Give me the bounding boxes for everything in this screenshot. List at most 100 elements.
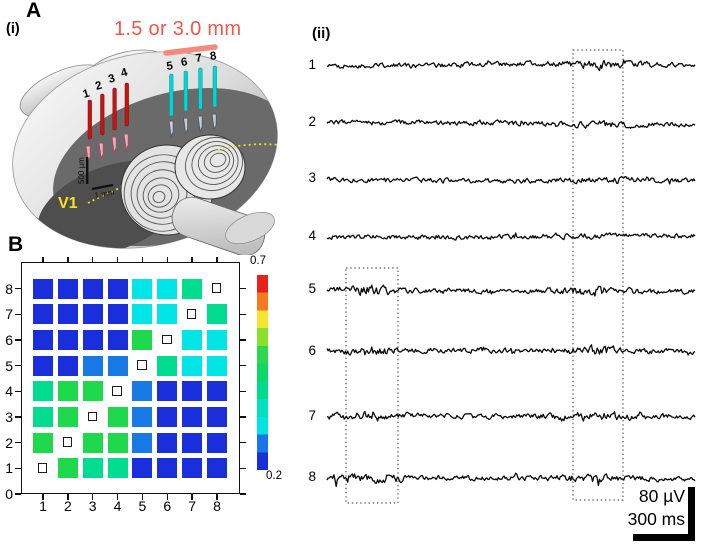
heatmap-cell	[182, 458, 203, 479]
x-tick-label: 8	[213, 498, 221, 514]
heatmap-cell	[82, 432, 103, 453]
y-axis-tick	[15, 287, 21, 290]
trace-waveform-4	[326, 232, 696, 241]
heatmap-cell	[182, 329, 203, 350]
heatmap-cell	[33, 329, 53, 350]
heatmap-cell	[157, 278, 178, 299]
x-axis-tick-top	[166, 256, 168, 262]
diagonal-open-cell	[137, 360, 147, 370]
x-tick-label: 7	[188, 498, 197, 514]
x-tick-label: 4	[113, 498, 122, 514]
heatmap-cell	[82, 329, 103, 350]
heatmap-cell	[82, 278, 103, 299]
trace-waveform-6	[326, 344, 696, 356]
x-axis-tick-bottom	[216, 494, 218, 500]
y-axis-tick-right	[240, 441, 246, 444]
heatmap-cell	[206, 329, 227, 350]
trace-waveform-1	[326, 59, 696, 72]
diagonal-open-cell	[87, 411, 97, 422]
svg-text:5: 5	[166, 60, 175, 73]
y-axis-tick	[15, 339, 21, 341]
heatmap-cell	[57, 458, 78, 479]
x-axis-tick-top	[92, 256, 94, 262]
x-axis-tick-bottom	[92, 494, 94, 500]
heatmap-cell	[107, 304, 128, 325]
heatmap-cell	[157, 304, 178, 325]
x-tick-label: 1	[39, 498, 47, 514]
y-axis-tick-right	[240, 416, 246, 418]
heatmap-cell	[33, 381, 53, 402]
heatmap-cell	[132, 304, 153, 325]
heatmap-cell	[33, 406, 53, 427]
heatmap-cell	[57, 406, 78, 427]
panel-a-i-label: (i)	[6, 21, 20, 37]
scale-1mm-label: 1 mm	[94, 188, 116, 200]
diagonal-open-cell	[62, 437, 73, 447]
heatmap-cell	[132, 432, 153, 453]
scale-bar-500um	[86, 157, 89, 184]
heatmap-cell	[182, 432, 203, 453]
x-tick-label: 2	[63, 498, 72, 514]
y-axis-tick	[15, 416, 21, 418]
v1-label: V1	[58, 195, 78, 212]
y-tick-label: 3	[5, 408, 13, 425]
y-tick-label: 5	[5, 357, 13, 374]
y-tick-label: 7	[5, 306, 13, 323]
y-axis-tick-right	[240, 390, 246, 392]
heatmap-cell	[33, 432, 53, 453]
svg-text:1: 1	[82, 87, 92, 100]
y-axis-tick	[15, 467, 21, 470]
heatmap-axes-box	[21, 262, 240, 494]
heatmap-cell	[132, 458, 153, 479]
svg-text:6: 6	[180, 56, 188, 69]
distance-bar	[163, 44, 218, 56]
x-axis-tick-bottom	[141, 494, 144, 500]
heatmap-cell	[57, 304, 78, 325]
heatmap-cell	[107, 278, 128, 299]
heatmap-cell	[82, 458, 103, 479]
heatmap-cell	[57, 329, 78, 350]
dashed-highlight-box	[345, 267, 399, 504]
heatmap-cell	[57, 278, 78, 299]
heatmap-cell	[57, 381, 78, 402]
diagonal-open-cell	[211, 283, 222, 293]
x-axis-tick-top	[42, 256, 44, 262]
trace-waveform-5	[326, 284, 696, 297]
time-scale-label: 300 ms	[627, 509, 685, 529]
panel-b-label: B	[8, 233, 24, 256]
x-axis-tick-top	[67, 256, 69, 262]
y-axis-tick	[15, 493, 21, 495]
heatmap-cell	[182, 278, 203, 299]
x-axis-tick-top	[116, 256, 119, 262]
colorbar	[257, 275, 268, 470]
red-electrodes	[87, 82, 129, 140]
trace-waveform-8	[326, 472, 696, 488]
heatmap-cell	[33, 355, 53, 376]
heatmap-cell	[132, 406, 153, 427]
heatmap-cell	[82, 304, 103, 325]
x-axis-tick-bottom	[67, 494, 69, 500]
heatmap-cell	[206, 458, 227, 479]
x-tick-label: 5	[138, 498, 147, 514]
heatmap-cell	[57, 355, 78, 376]
x-axis-tick-bottom	[42, 494, 44, 500]
diagonal-open-cell	[37, 463, 48, 473]
heatmap-cell	[182, 355, 203, 376]
heatmap-cell	[132, 381, 153, 402]
electrode-distance-label: 1.5 or 3.0 mm	[114, 18, 242, 40]
diagonal-open-cell	[112, 386, 122, 396]
y-tick-label: 0	[5, 486, 13, 502]
heatmap-cell	[157, 406, 178, 427]
y-axis-tick-right	[240, 467, 246, 470]
y-axis-tick	[15, 364, 21, 367]
lfp-traces-panel	[326, 49, 696, 541]
heatmap-cell	[206, 355, 227, 376]
x-axis-tick-bottom	[116, 494, 119, 500]
heatmap-cell	[157, 355, 178, 376]
heatmap-cell	[206, 432, 227, 453]
x-tick-label: 3	[88, 498, 97, 514]
svg-text:4: 4	[120, 66, 130, 79]
diagonal-open-cell	[162, 334, 172, 345]
trace-waveform-7	[326, 410, 696, 422]
heatmap-cell	[107, 329, 128, 350]
